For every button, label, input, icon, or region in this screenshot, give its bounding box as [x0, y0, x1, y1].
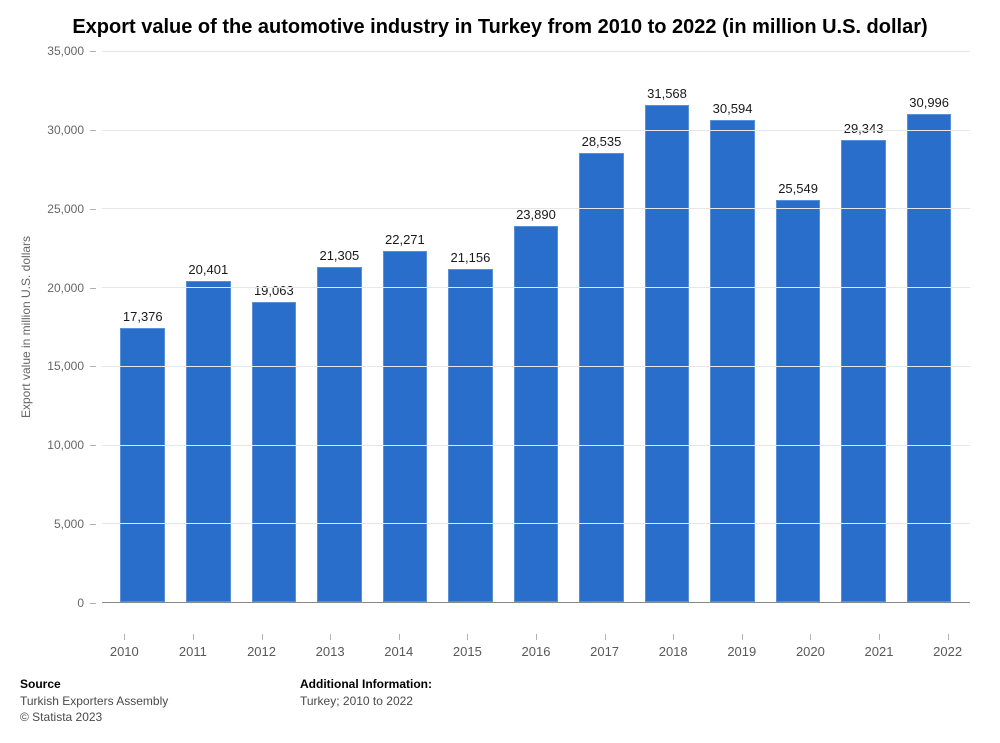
bar-value-label: 17,376 [123, 309, 163, 324]
y-tick-label: 30,000 [20, 123, 90, 137]
bar-slot: 28,535 [569, 51, 635, 602]
x-ticks: 2010201120122013201420152016201720182019… [82, 634, 990, 659]
bar-value-label: 22,271 [385, 232, 425, 247]
bar-value-label: 30,594 [713, 101, 753, 116]
x-tick-label: 2022 [913, 634, 982, 659]
bar-slot: 20,401 [176, 51, 242, 602]
footer-source-heading: Source [20, 677, 300, 691]
bar-rect [710, 120, 755, 602]
bar-value-label: 29,343 [844, 121, 884, 136]
x-tick-label: 2015 [433, 634, 502, 659]
plot-area: 17,376 20,401 19,063 21,305 22,271 21,156 23,8… [102, 51, 970, 603]
bar-rect [645, 105, 690, 602]
bar-slot: 30,996 [896, 51, 962, 602]
x-tick-label: 2012 [227, 634, 296, 659]
gridline [102, 51, 970, 52]
x-tick-label: 2013 [296, 634, 365, 659]
bar-slot: 29,343 [831, 51, 897, 602]
gridline [102, 287, 970, 288]
footer-source-line1: Turkish Exporters Assembly [20, 693, 300, 709]
bar-slot: 22,271 [372, 51, 438, 602]
bar-value-label: 25,549 [778, 181, 818, 196]
bar-rect [120, 328, 165, 602]
bars-group: 17,376 20,401 19,063 21,305 22,271 21,156 23,8… [102, 51, 970, 602]
y-tick-label: 20,000 [20, 281, 90, 295]
bar-slot: 21,156 [438, 51, 504, 602]
bar-rect [186, 281, 231, 602]
gridline [102, 130, 970, 131]
footer-info: Additional Information: Turkey; 2010 to … [300, 677, 580, 725]
y-tick-label: 35,000 [20, 44, 90, 58]
footer-info-heading: Additional Information: [300, 677, 580, 691]
bar-rect [448, 269, 493, 602]
bar-slot: 23,890 [503, 51, 569, 602]
bar-slot: 31,568 [634, 51, 700, 602]
bar-rect [317, 267, 362, 602]
bar-rect [579, 153, 624, 602]
y-ticks: 05,00010,00015,00020,00025,00030,00035,0… [20, 51, 90, 603]
bar-rect [776, 200, 821, 602]
footer-source-line2: © Statista 2023 [20, 709, 300, 725]
x-tick-label: 2018 [639, 634, 708, 659]
bar-value-label: 21,156 [451, 250, 491, 265]
bar-value-label: 30,996 [909, 95, 949, 110]
x-tick-label: 2019 [707, 634, 776, 659]
y-tick-label: 5,000 [20, 517, 90, 531]
chart-container: Export value of the automotive industry … [0, 0, 1000, 743]
chart-footer: Source Turkish Exporters Assembly © Stat… [20, 677, 980, 725]
footer-source: Source Turkish Exporters Assembly © Stat… [20, 677, 300, 725]
bar-rect [907, 114, 952, 602]
x-tick-label: 2011 [159, 634, 228, 659]
plot-wrap: Export value in million U.S. dollars 05,… [20, 51, 980, 603]
y-tick-label: 0 [20, 596, 90, 610]
gridline [102, 523, 970, 524]
x-tick-label: 2020 [776, 634, 845, 659]
bar-slot: 21,305 [307, 51, 373, 602]
x-tick-label: 2021 [845, 634, 914, 659]
bar-rect [252, 302, 297, 602]
y-tick-label: 15,000 [20, 359, 90, 373]
bar-value-label: 31,568 [647, 86, 687, 101]
gridline [102, 445, 970, 446]
bar-value-label: 19,063 [254, 283, 294, 298]
x-tick-label: 2016 [502, 634, 571, 659]
gridline [102, 208, 970, 209]
x-tick-label: 2010 [90, 634, 159, 659]
bar-rect [514, 226, 559, 602]
bar-rect [383, 251, 428, 602]
bar-value-label: 21,305 [319, 248, 359, 263]
bar-slot: 17,376 [110, 51, 176, 602]
footer-info-line: Turkey; 2010 to 2022 [300, 693, 580, 709]
bar-value-label: 20,401 [188, 262, 228, 277]
bar-value-label: 28,535 [582, 134, 622, 149]
gridline [102, 366, 970, 367]
chart-title: Export value of the automotive industry … [50, 14, 950, 41]
x-tick-label: 2014 [364, 634, 433, 659]
y-tick-label: 10,000 [20, 438, 90, 452]
bar-slot: 30,594 [700, 51, 766, 602]
x-tick-label: 2017 [570, 634, 639, 659]
y-tick-label: 25,000 [20, 202, 90, 216]
bar-slot: 19,063 [241, 51, 307, 602]
bar-slot: 25,549 [765, 51, 831, 602]
